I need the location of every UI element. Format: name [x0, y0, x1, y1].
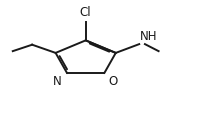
Text: Cl: Cl	[80, 6, 91, 19]
Text: NH: NH	[140, 30, 158, 43]
Text: O: O	[109, 75, 118, 88]
Text: N: N	[53, 75, 62, 88]
